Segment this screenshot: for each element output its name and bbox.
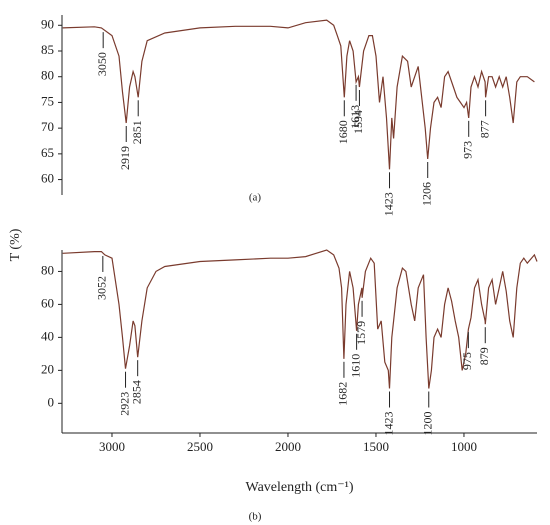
peak-label: 973: [460, 141, 474, 159]
y-tick-label: 90: [41, 16, 54, 31]
panel-label: (b): [249, 511, 262, 523]
peak-label: 2923: [117, 392, 131, 416]
y-tick-label: 85: [41, 42, 54, 57]
peak-label: 1579: [354, 321, 368, 345]
peak-label: 2854: [129, 380, 143, 404]
y-tick-label: 20: [41, 361, 54, 376]
x-axis-label: Wavelength (cm⁻¹): [245, 480, 353, 495]
peak-label: 3052: [95, 276, 109, 300]
peak-label: 1423: [381, 411, 395, 435]
peak-label: 2919: [118, 146, 132, 170]
x-tick-label: 1500: [363, 439, 389, 454]
x-tick-label: 2500: [187, 439, 213, 454]
x-tick-label: 3000: [99, 439, 125, 454]
peak-label: 1682: [336, 382, 350, 406]
y-axis-label: T (%): [8, 228, 23, 261]
peak-label: 975: [460, 352, 474, 370]
peak-label: 1200: [421, 411, 435, 435]
x-tick-label: 1000: [451, 439, 477, 454]
peak-label: 1680: [336, 120, 350, 144]
y-tick-label: 60: [41, 171, 54, 186]
y-tick-label: 70: [41, 119, 54, 134]
peak-label: 877: [477, 120, 491, 138]
peak-label: 1206: [419, 182, 433, 206]
peak-label: 1613: [348, 105, 362, 129]
peak-label: 2851: [130, 120, 144, 144]
x-tick-label: 2000: [275, 439, 301, 454]
y-tick-label: 0: [48, 394, 55, 409]
y-tick-label: 60: [41, 295, 54, 310]
peak-label: 1423: [381, 192, 395, 216]
peak-label: 3050: [95, 52, 109, 76]
spectrum-line: [62, 19, 535, 170]
y-tick-label: 80: [41, 262, 54, 277]
spectrum-line: [62, 249, 538, 389]
y-tick-label: 40: [41, 328, 54, 343]
peak-label: 1610: [348, 354, 362, 378]
panel-label: (a): [249, 192, 262, 204]
y-tick-label: 65: [41, 145, 54, 160]
y-tick-label: 75: [41, 93, 54, 108]
y-tick-label: 80: [41, 68, 54, 83]
peak-label: 1594: [351, 110, 365, 134]
peak-label: 879: [477, 347, 491, 365]
